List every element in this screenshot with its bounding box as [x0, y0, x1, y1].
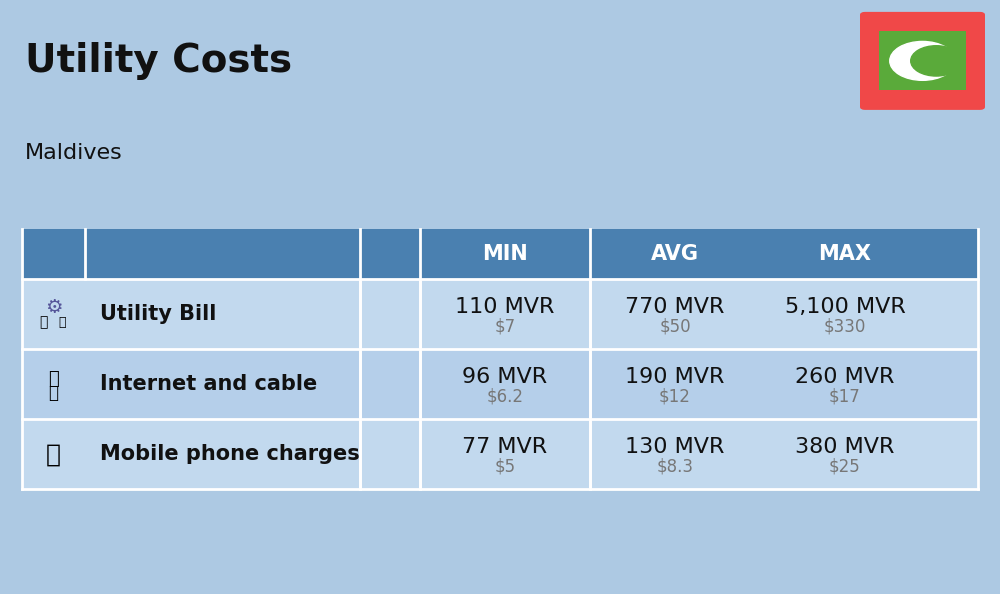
Text: 380 MVR: 380 MVR — [795, 437, 895, 457]
Text: Mobile phone charges: Mobile phone charges — [100, 444, 360, 465]
Bar — [22, 279, 978, 349]
Text: 190 MVR: 190 MVR — [625, 367, 725, 387]
Text: 110 MVR: 110 MVR — [455, 297, 555, 317]
Text: ⚙: ⚙ — [45, 298, 62, 317]
Text: Utility Costs: Utility Costs — [25, 42, 292, 80]
Text: 5,100 MVR: 5,100 MVR — [785, 297, 905, 317]
Bar — [22, 419, 978, 489]
Text: $50: $50 — [659, 317, 691, 335]
Text: 130 MVR: 130 MVR — [625, 437, 725, 457]
Text: 🖨: 🖨 — [48, 384, 58, 402]
Text: 770 MVR: 770 MVR — [625, 297, 725, 317]
Text: $330: $330 — [824, 317, 866, 335]
Bar — [22, 229, 978, 279]
Circle shape — [911, 46, 962, 76]
Text: Utility Bill: Utility Bill — [100, 304, 216, 324]
Bar — [879, 31, 966, 90]
Text: $12: $12 — [659, 387, 691, 405]
Text: 🔌: 🔌 — [39, 315, 47, 330]
Text: Internet and cable: Internet and cable — [100, 374, 317, 394]
Text: 📦: 📦 — [58, 316, 66, 329]
Text: MIN: MIN — [482, 244, 528, 264]
Text: $8.3: $8.3 — [656, 457, 694, 475]
Text: $6.2: $6.2 — [486, 387, 524, 405]
Text: 260 MVR: 260 MVR — [795, 367, 895, 387]
Bar — [22, 349, 978, 419]
FancyBboxPatch shape — [860, 12, 985, 110]
Text: $25: $25 — [829, 457, 861, 475]
Circle shape — [890, 42, 955, 80]
Text: $17: $17 — [829, 387, 861, 405]
Text: $7: $7 — [494, 317, 516, 335]
Bar — [22, 229, 85, 279]
Text: AVG: AVG — [651, 244, 699, 264]
Text: 📱: 📱 — [46, 443, 61, 466]
Text: 96 MVR: 96 MVR — [462, 367, 548, 387]
Text: Maldives: Maldives — [25, 143, 123, 163]
Text: 📶: 📶 — [48, 369, 59, 388]
Text: MAX: MAX — [818, 244, 872, 264]
Text: $5: $5 — [494, 457, 516, 475]
Text: 77 MVR: 77 MVR — [462, 437, 548, 457]
